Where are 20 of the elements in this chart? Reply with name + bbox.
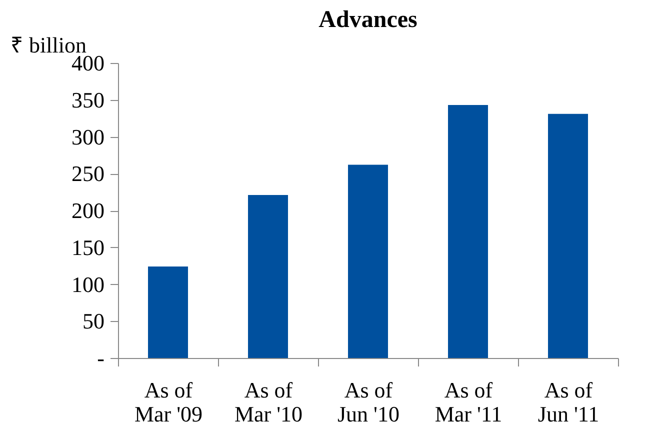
x-tick-label: As of Jun '11 <box>538 378 600 426</box>
y-tick-label: 250 <box>72 161 104 186</box>
y-tick-label: 150 <box>72 234 104 260</box>
bar <box>148 266 188 358</box>
bar <box>248 195 288 358</box>
bar <box>448 105 488 358</box>
y-tick-label: 350 <box>72 87 104 112</box>
y-axis-title: ₹ billion <box>10 32 86 58</box>
y-tick-label: 100 <box>72 272 104 297</box>
y-tick-label: 300 <box>72 124 104 150</box>
x-tick-label: As of Mar '11 <box>434 378 502 426</box>
bar <box>348 164 388 358</box>
x-tick-label: As of Mar '10 <box>234 378 303 426</box>
chart-title: Advances <box>318 7 418 33</box>
x-tick-label: As of Mar '09 <box>134 378 203 426</box>
bar <box>548 114 588 358</box>
x-tick-label: As of Jun '10 <box>337 378 400 426</box>
y-tick-label: 200 <box>72 198 104 223</box>
y-tick-label: - <box>97 346 104 370</box>
y-tick-label: 50 <box>82 308 104 334</box>
